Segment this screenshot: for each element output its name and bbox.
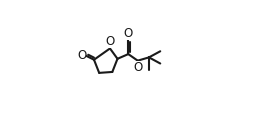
- Text: O: O: [133, 61, 142, 74]
- Text: O: O: [124, 27, 133, 40]
- Text: O: O: [77, 50, 87, 62]
- Text: O: O: [105, 36, 115, 48]
